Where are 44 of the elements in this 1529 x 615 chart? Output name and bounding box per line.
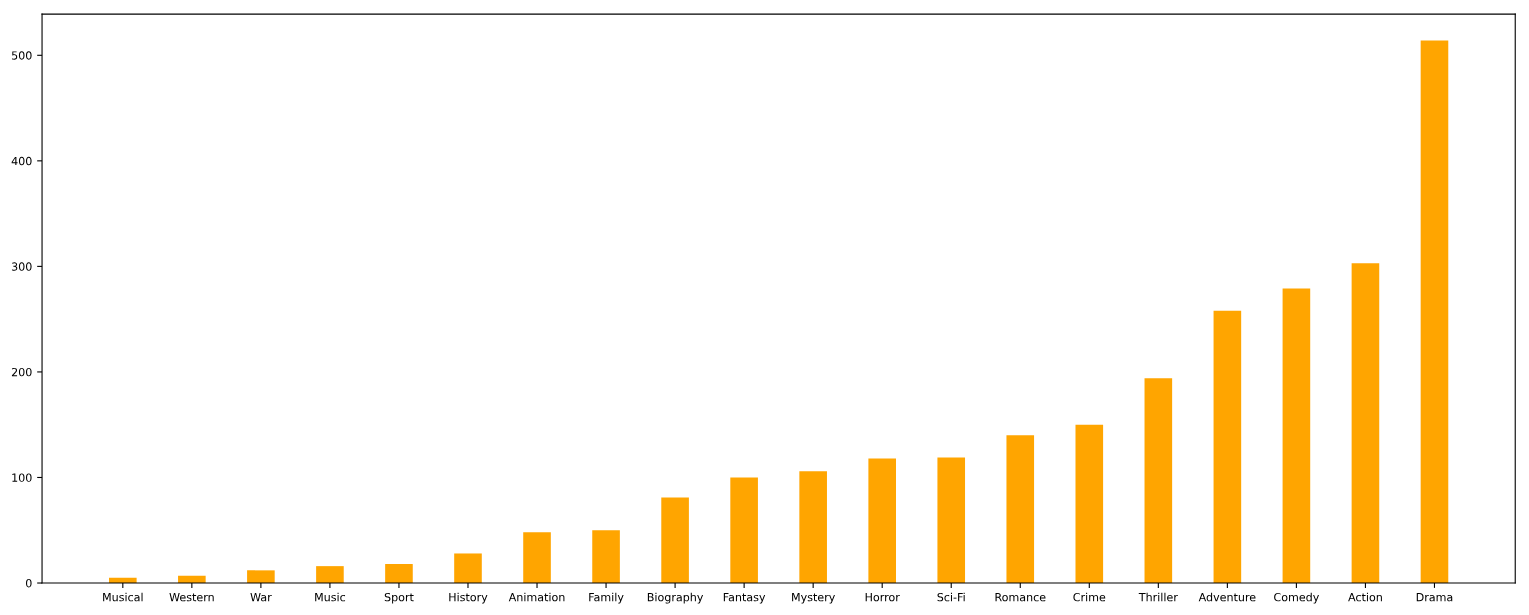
y-tick-label: 200 [11, 367, 32, 377]
x-tick-label: History [449, 592, 488, 604]
y-tick-label: 100 [12, 473, 32, 482]
y-tick-label: 0 [25, 578, 32, 588]
y-tick-label: 300 [11, 262, 32, 271]
x-tick-label: Comedy [1274, 592, 1319, 604]
bar [385, 564, 413, 584]
y-tick-label: 500 [11, 51, 32, 60]
bar [592, 530, 620, 584]
bar [316, 566, 344, 584]
bar [1213, 310, 1242, 584]
x-tick-label: Biography [647, 592, 704, 604]
bar [1075, 424, 1104, 584]
x-tick-label: Action [1348, 592, 1382, 602]
bar [1351, 263, 1380, 584]
bar [799, 471, 827, 584]
x-tick-label: Family [589, 592, 624, 604]
bar [1420, 40, 1449, 584]
y-tick-label: 400 [11, 156, 32, 166]
x-tick-label: Horror [865, 593, 900, 602]
x-tick-label: Music [315, 592, 346, 602]
bar [454, 553, 482, 584]
bar [868, 458, 896, 584]
x-tick-label: Adventure [1198, 592, 1256, 602]
x-tick-label: Drama [1416, 593, 1453, 602]
bar [730, 477, 758, 584]
bar [523, 532, 551, 584]
bar [1282, 288, 1311, 584]
x-tick-label: Thriller [1138, 592, 1178, 602]
x-tick-label: Musical [103, 592, 143, 602]
x-tick-label: War [250, 593, 272, 602]
bar [1006, 435, 1035, 584]
bar [661, 497, 689, 584]
x-tick-label: Animation [508, 592, 565, 602]
x-tick-label: Fantasy [723, 593, 766, 604]
bar [1144, 378, 1173, 584]
x-tick-label: Romance [995, 593, 1046, 602]
x-tick-label: Sport [384, 592, 414, 604]
bar [247, 570, 275, 584]
x-tick-label: Mystery [792, 593, 835, 604]
x-tick-label: Western [169, 593, 214, 602]
x-tick-label: Sci-Fi [937, 592, 965, 602]
x-tick-label: Crime [1073, 592, 1106, 602]
bar [937, 457, 966, 584]
